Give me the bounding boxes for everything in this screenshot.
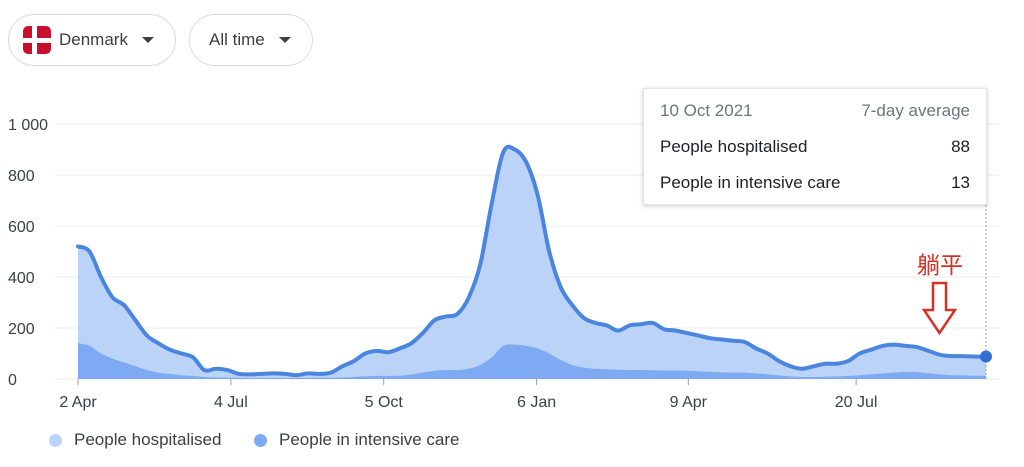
- tooltip-mode: 7-day average: [861, 101, 970, 120]
- series-line-hospitalised: [76, 144, 988, 378]
- down-arrow-icon: [921, 281, 958, 336]
- x-tick-label: 6 Jan: [517, 394, 556, 411]
- chart-areas: [76, 144, 988, 379]
- legend-item-icu[interactable]: People in intensive care: [254, 430, 460, 450]
- y-tick-label: 0: [8, 372, 17, 389]
- chart-tooltip: 10 Oct 2021 7-day average People hospita…: [643, 88, 987, 205]
- x-tick-label: 2 Apr: [59, 394, 97, 411]
- country-filter[interactable]: Denmark: [8, 14, 176, 66]
- annotation-label: 躺平: [917, 253, 963, 279]
- x-axis-ticks: 2 Apr 4 Jul 5 Oct 6 Jan 9 Apr 20 Jul: [59, 379, 877, 411]
- hover-indicator: [980, 205, 992, 379]
- y-tick-label: 600: [8, 219, 35, 236]
- legend-label-icu: People in intensive care: [279, 430, 460, 449]
- chevron-down-icon: [278, 37, 291, 43]
- hover-point: [980, 350, 992, 363]
- legend-item-hospitalised[interactable]: People hospitalised: [49, 430, 221, 450]
- x-tick-label: 5 Oct: [365, 394, 404, 411]
- time-range-filter-label: All time: [209, 30, 265, 49]
- tooltip-hospitalised-value: 88: [951, 137, 970, 156]
- tooltip-hospitalised-label: People hospitalised: [660, 137, 808, 156]
- series-area-hospitalised: [78, 146, 986, 379]
- time-range-filter[interactable]: All time: [189, 14, 313, 66]
- country-filter-label: Denmark: [59, 30, 128, 49]
- y-axis-ticks: 0 200 400 600 800 1 000: [8, 117, 48, 389]
- y-tick-label: 400: [8, 270, 35, 287]
- y-tick-label: 1 000: [8, 117, 48, 134]
- series-area-icu: [78, 343, 986, 379]
- y-tick-label: 800: [8, 168, 35, 185]
- legend-swatch-icu: [254, 433, 267, 447]
- x-tick-label: 20 Jul: [835, 394, 878, 411]
- x-tick-label: 4 Jul: [214, 394, 248, 411]
- x-tick-label: 9 Apr: [670, 394, 708, 411]
- legend-label-hospitalised: People hospitalised: [74, 430, 222, 449]
- tooltip-icu-label: People in intensive care: [660, 173, 841, 192]
- tooltip-date: 10 Oct 2021: [660, 101, 753, 120]
- denmark-flag-icon: [23, 26, 51, 54]
- annotation-down-arrow-icon: [921, 281, 958, 336]
- chevron-down-icon: [141, 37, 154, 43]
- legend-swatch-hospitalised: [49, 433, 62, 447]
- tooltip-icu-value: 13: [951, 173, 970, 192]
- y-tick-label: 200: [8, 321, 35, 338]
